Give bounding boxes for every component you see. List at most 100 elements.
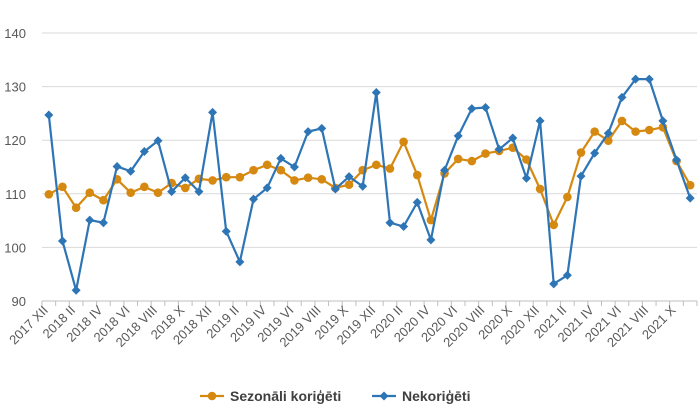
data-point (208, 107, 218, 117)
data-point (290, 176, 299, 185)
legend-label: Nekoriģēti (402, 388, 470, 404)
y-axis-labels: 90 100 110 120 130 140 (4, 26, 26, 309)
data-point (249, 194, 259, 204)
data-point (276, 165, 286, 175)
data-point (262, 160, 272, 170)
data-point (685, 193, 695, 203)
data-point (535, 116, 545, 126)
data-point (644, 125, 654, 135)
legend-item: Sezonāli koriģēti (200, 388, 341, 404)
data-point (426, 215, 436, 225)
data-point (358, 181, 368, 191)
data-point (126, 166, 136, 176)
data-point (85, 215, 95, 225)
data-point (631, 127, 640, 136)
data-point (99, 195, 108, 205)
data-point (194, 187, 204, 197)
data-point (590, 148, 600, 158)
data-point (522, 155, 531, 164)
data-point (440, 165, 450, 175)
data-point (590, 127, 599, 136)
data-point (617, 116, 627, 126)
data-point (521, 173, 531, 183)
data-point (57, 236, 67, 246)
data-point (317, 123, 327, 133)
data-point (303, 173, 313, 183)
data-point (563, 192, 572, 202)
data-point (140, 182, 149, 192)
data-point (221, 172, 231, 182)
data-point (644, 74, 654, 84)
data-point (276, 153, 286, 163)
data-point (221, 226, 231, 236)
data-point (249, 165, 258, 175)
data-point (385, 164, 395, 173)
data-point (549, 279, 559, 289)
data-point (604, 136, 613, 146)
data-point (167, 187, 177, 197)
data-point (289, 162, 299, 172)
data-point (139, 146, 149, 156)
data-point (262, 183, 272, 193)
data-point (399, 137, 408, 147)
data-point (58, 182, 67, 192)
data-point (85, 188, 95, 198)
legend-circle-marker (207, 391, 217, 401)
data-point (481, 149, 490, 158)
data-point (344, 180, 354, 189)
y-tick-label: 120 (4, 133, 26, 148)
data-point (617, 92, 627, 102)
y-tick-label: 100 (4, 240, 26, 255)
data-point (112, 161, 122, 171)
legend: Sezonāli koriģēti Nekoriģēti (200, 388, 470, 404)
data-point (576, 148, 586, 157)
data-point (576, 171, 586, 181)
data-point (235, 257, 245, 267)
data-point (453, 131, 463, 141)
data-point (631, 74, 641, 84)
y-tick-label: 110 (5, 187, 26, 202)
y-tick-label: 140 (4, 26, 26, 41)
data-point (508, 133, 518, 143)
data-point (126, 188, 135, 198)
data-point (549, 220, 559, 230)
data-point (98, 218, 108, 228)
data-point (412, 197, 422, 207)
data-point (71, 285, 81, 295)
data-point (180, 173, 190, 183)
data-point (344, 172, 354, 182)
data-point (494, 144, 504, 154)
data-point (412, 170, 422, 180)
data-point (317, 175, 327, 184)
data-point (467, 156, 477, 166)
data-point (535, 184, 545, 194)
data-point (44, 190, 54, 199)
data-point (372, 160, 381, 170)
data-point (208, 176, 217, 185)
data-point (672, 155, 682, 165)
data-point (153, 188, 163, 198)
data-point (562, 270, 572, 280)
data-point (385, 218, 395, 228)
data-point (399, 221, 409, 231)
data-point (153, 136, 163, 146)
data-point (603, 128, 613, 138)
data-point (235, 172, 245, 182)
data-point (180, 183, 190, 193)
series-layer (44, 74, 695, 295)
data-point (467, 104, 477, 114)
y-tick-label: 130 (4, 80, 26, 95)
y-tick-label: 90 (12, 294, 26, 309)
legend-item: Nekoriģēti (372, 388, 470, 404)
series-unadjusted (44, 74, 695, 295)
data-point (480, 103, 490, 113)
legend-label: Sezonāli koriģēti (230, 388, 341, 404)
data-point (303, 127, 313, 137)
data-point (330, 184, 340, 194)
data-point (453, 154, 463, 164)
data-point (685, 180, 695, 190)
data-point (44, 110, 54, 120)
legend-diamond-marker (379, 391, 389, 401)
